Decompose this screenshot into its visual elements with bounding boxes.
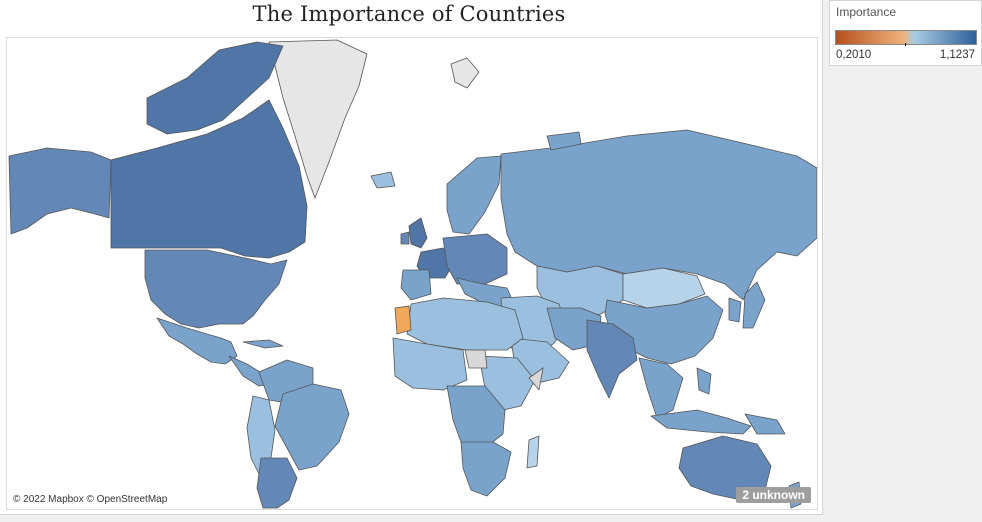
country-scandinavia[interactable] <box>446 155 502 235</box>
map-title: The Importance of Countries <box>252 2 566 26</box>
map-attribution: © 2022 Mapbox © OpenStreetMap <box>11 494 170 505</box>
country-philippines[interactable] <box>696 367 712 395</box>
country-sudan-neutral[interactable] <box>464 349 488 369</box>
country-cuba[interactable] <box>242 339 284 349</box>
country-svalbard[interactable] <box>450 57 480 89</box>
legend-color-ramp <box>835 30 977 45</box>
country-argentina-chile[interactable] <box>256 457 298 509</box>
country-alaska[interactable] <box>8 147 112 235</box>
unknown-indicator[interactable]: 2 unknown <box>736 487 811 503</box>
country-somalia-neutral[interactable] <box>528 367 544 391</box>
country-russia[interactable] <box>500 129 817 301</box>
legend-max-label: 1,1237 <box>939 49 975 61</box>
country-ireland[interactable] <box>400 231 410 245</box>
country-madagascar[interactable] <box>526 435 540 469</box>
country-korea[interactable] <box>728 297 742 323</box>
country-central-europe[interactable] <box>442 233 508 285</box>
country-canada-islands[interactable] <box>146 41 284 135</box>
country-mongolia[interactable] <box>622 267 706 309</box>
country-north-africa[interactable] <box>406 297 524 351</box>
color-legend: Importance 0,2010 1,1237 <box>829 0 982 66</box>
country-iceland[interactable] <box>370 171 396 189</box>
legend-title: Importance <box>836 5 897 19</box>
country-central-africa[interactable] <box>446 385 506 449</box>
country-southern-africa[interactable] <box>460 441 512 497</box>
legend-center-tick <box>905 43 906 46</box>
country-indonesia[interactable] <box>650 409 752 435</box>
country-brazil[interactable] <box>274 383 350 471</box>
country-southeast-asia[interactable] <box>638 357 684 419</box>
legend-min-label: 0,2010 <box>836 49 872 61</box>
country-iberia[interactable] <box>400 269 432 301</box>
map-view[interactable]: © 2022 Mapbox © OpenStreetMap 2 unknown <box>6 37 818 510</box>
country-usa[interactable] <box>144 249 288 329</box>
country-mexico[interactable] <box>156 317 238 365</box>
country-uk[interactable] <box>408 217 428 249</box>
country-canada[interactable] <box>110 99 308 259</box>
country-western-sahara[interactable] <box>394 305 412 335</box>
country-russia-north-islands[interactable] <box>546 131 582 151</box>
country-india[interactable] <box>586 319 638 399</box>
country-japan[interactable] <box>742 281 766 329</box>
world-map[interactable] <box>7 38 817 509</box>
country-west-africa[interactable] <box>392 337 468 391</box>
country-greenland[interactable] <box>268 39 368 199</box>
dashboard: The Importance of Countries © 2022 Mapbo… <box>0 0 823 515</box>
country-new-guinea[interactable] <box>744 413 786 435</box>
